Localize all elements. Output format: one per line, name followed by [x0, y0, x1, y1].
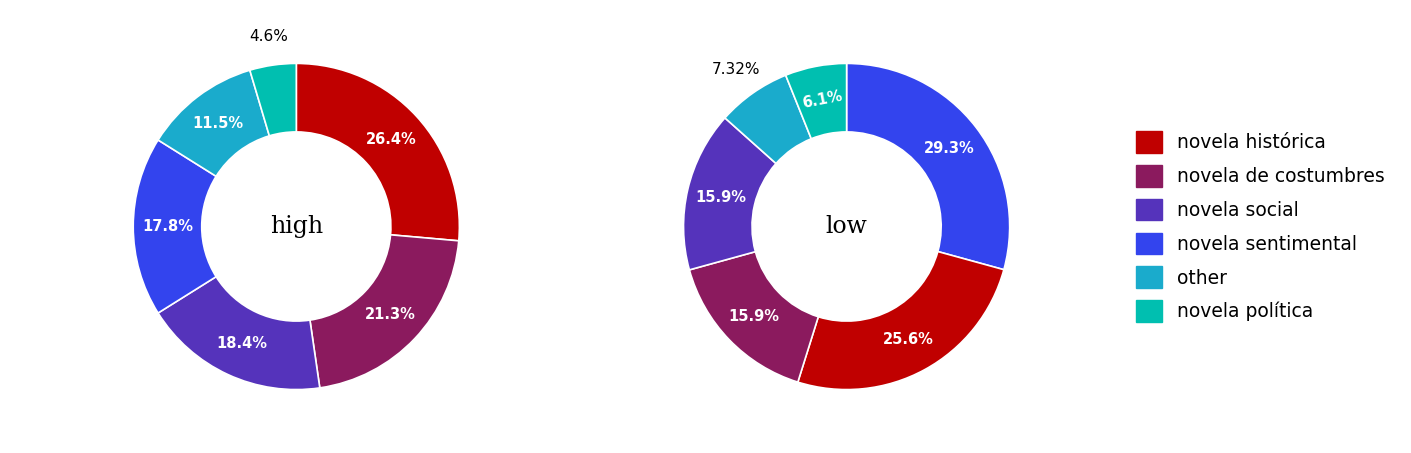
Wedge shape — [690, 252, 818, 382]
Wedge shape — [797, 251, 1003, 390]
Legend: novela histórica, novela de costumbres, novela social, novela sentimental, other: novela histórica, novela de costumbres, … — [1127, 122, 1394, 331]
Wedge shape — [158, 70, 270, 176]
Wedge shape — [683, 118, 776, 270]
Wedge shape — [296, 63, 460, 241]
Text: 21.3%: 21.3% — [364, 308, 415, 323]
Text: 6.1%: 6.1% — [800, 89, 844, 111]
Wedge shape — [725, 75, 811, 164]
Text: 15.9%: 15.9% — [696, 190, 746, 205]
Wedge shape — [133, 140, 216, 313]
Wedge shape — [310, 235, 459, 388]
Wedge shape — [786, 63, 847, 139]
Text: 15.9%: 15.9% — [728, 308, 779, 323]
Text: 11.5%: 11.5% — [193, 116, 244, 131]
Text: 4.6%: 4.6% — [250, 29, 288, 43]
Wedge shape — [250, 63, 296, 136]
Text: 29.3%: 29.3% — [924, 141, 975, 156]
Text: high: high — [270, 215, 323, 238]
Wedge shape — [847, 63, 1010, 270]
Text: low: low — [825, 215, 868, 238]
Text: 26.4%: 26.4% — [365, 132, 416, 147]
Text: 18.4%: 18.4% — [217, 336, 268, 351]
Text: 7.32%: 7.32% — [711, 62, 761, 77]
Wedge shape — [158, 277, 320, 390]
Text: 17.8%: 17.8% — [143, 219, 193, 234]
Text: 25.6%: 25.6% — [883, 332, 934, 347]
